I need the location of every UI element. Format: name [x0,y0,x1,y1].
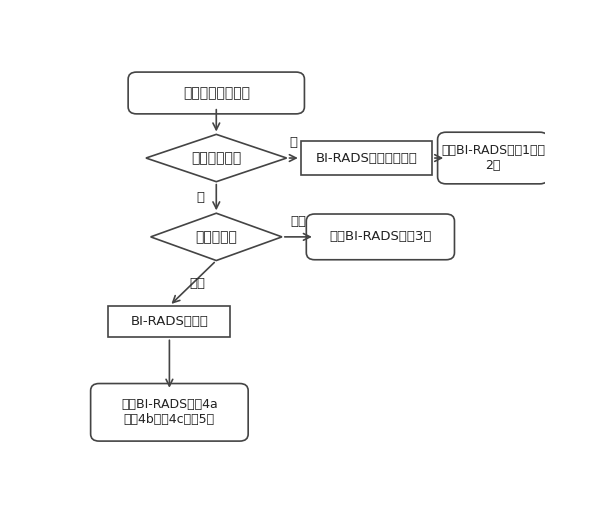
Polygon shape [146,134,287,182]
Text: BI-RADS一二级两分类: BI-RADS一二级两分类 [315,152,417,164]
FancyBboxPatch shape [91,383,248,441]
Text: 输出BI-RADS分类4a
级、4b级、4c级或5级: 输出BI-RADS分类4a 级、4b级、4c级或5级 [121,398,218,426]
Text: BI-RADS多分类: BI-RADS多分类 [131,315,208,328]
Text: 恶性: 恶性 [189,276,206,290]
Text: 输出BI-RADS分类1级或
2级: 输出BI-RADS分类1级或 2级 [441,144,545,172]
Text: 输入超声检查图像: 输入超声检查图像 [183,86,250,100]
Text: 良恶性分类: 良恶性分类 [195,230,237,244]
Text: 良性: 良性 [290,215,306,228]
Bar [108,306,231,337]
Text: 实性占位分类: 实性占位分类 [191,151,241,165]
Text: 输出BI-RADS分类3级: 输出BI-RADS分类3级 [329,230,431,243]
FancyBboxPatch shape [437,132,548,184]
Bar [301,141,432,175]
Text: 否: 否 [290,136,298,150]
FancyBboxPatch shape [306,214,454,260]
Text: 是: 是 [196,191,204,204]
Polygon shape [151,213,282,261]
FancyBboxPatch shape [128,72,304,114]
